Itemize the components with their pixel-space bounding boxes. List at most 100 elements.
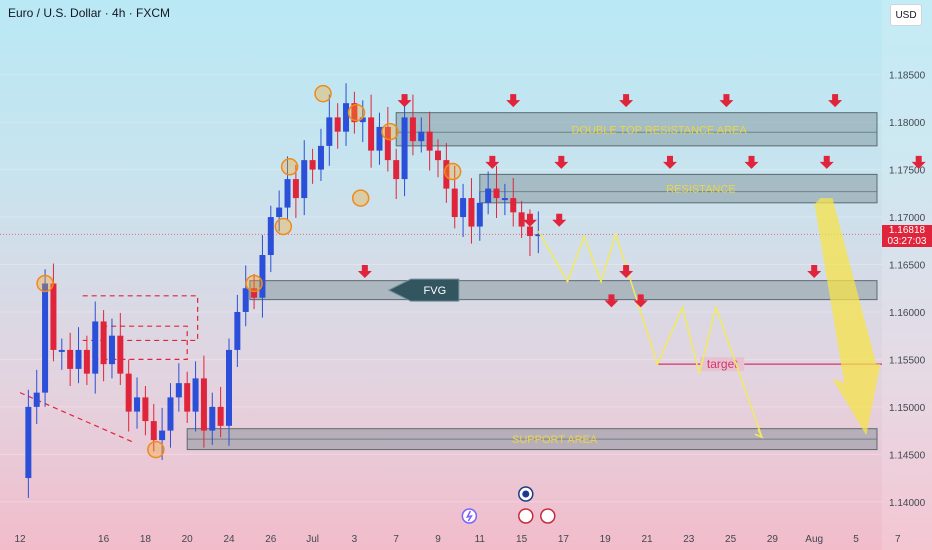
highlight-circle bbox=[147, 440, 165, 459]
projection-path bbox=[537, 230, 763, 438]
x-tick-label: 23 bbox=[683, 534, 695, 545]
x-tick-label: 29 bbox=[767, 534, 779, 545]
candle-body bbox=[460, 198, 467, 218]
y-tick-label: 1.14500 bbox=[889, 450, 926, 461]
dashed-box-upper bbox=[82, 295, 199, 342]
candle-body bbox=[125, 373, 132, 412]
candle-body bbox=[200, 378, 207, 431]
x-tick-label: 3 bbox=[352, 534, 358, 545]
candle-body bbox=[526, 226, 533, 237]
currency-button[interactable]: USD bbox=[890, 4, 922, 26]
x-tick-label: 12 bbox=[14, 534, 26, 545]
y-tick-label: 1.16500 bbox=[889, 261, 926, 272]
candle-body bbox=[485, 188, 492, 203]
down-arrow-projection bbox=[604, 294, 619, 308]
highlight-circle bbox=[351, 189, 370, 207]
candle-body bbox=[435, 150, 441, 161]
event-globe-icon-core bbox=[522, 490, 530, 498]
down-arrow-resistance bbox=[911, 155, 926, 169]
x-tick-label: 18 bbox=[140, 534, 152, 545]
highlight-circle bbox=[274, 217, 293, 236]
dashed-box-lower bbox=[93, 325, 188, 361]
candle-body bbox=[108, 335, 115, 365]
zone-double_top_resistance bbox=[395, 112, 878, 147]
down-arrow-resistance bbox=[485, 155, 500, 169]
x-tick-label: 15 bbox=[516, 534, 528, 545]
x-tick-label: 7 bbox=[393, 534, 399, 545]
candle-body bbox=[284, 179, 291, 208]
x-tick-label: 20 bbox=[182, 534, 194, 545]
zone-resistance bbox=[479, 173, 878, 204]
candle-body bbox=[334, 117, 341, 132]
candle-body bbox=[150, 421, 157, 441]
down-arrow-fvg bbox=[807, 265, 822, 278]
y-tick-label: 1.15500 bbox=[889, 355, 926, 366]
down-arrow-fvg bbox=[619, 265, 634, 278]
candle-body bbox=[92, 321, 99, 374]
candle-body bbox=[33, 392, 40, 407]
x-tick-label: 5 bbox=[853, 534, 859, 545]
down-arrow-double-top bbox=[828, 94, 843, 108]
y-tick-label: 1.16000 bbox=[889, 308, 926, 319]
candle-body bbox=[518, 212, 525, 227]
down-arrow-fvg bbox=[357, 265, 372, 278]
target-label: target bbox=[707, 357, 738, 371]
x-tick-label: 7 bbox=[895, 534, 901, 545]
x-tick-label: 19 bbox=[600, 534, 612, 545]
us-flag-icon bbox=[518, 508, 534, 524]
zone-label: SUPPORT AREA bbox=[512, 434, 598, 446]
candle-body bbox=[184, 383, 191, 412]
target-label-bg bbox=[700, 357, 745, 372]
candle-body bbox=[510, 198, 517, 213]
y-tick-label: 1.18500 bbox=[889, 71, 926, 82]
x-tick-label: 16 bbox=[98, 534, 110, 545]
down-arrow-double-top bbox=[619, 94, 634, 108]
highlight-circle bbox=[314, 84, 332, 103]
candle-body bbox=[493, 188, 500, 199]
down-arrow-double-top bbox=[719, 94, 734, 108]
y-tick-label: 1.17000 bbox=[889, 213, 926, 224]
candle-body bbox=[292, 179, 299, 199]
candle-body bbox=[42, 283, 49, 393]
candle-body bbox=[276, 207, 283, 218]
candle-body bbox=[234, 311, 241, 350]
bar-countdown: 03:27:03 bbox=[887, 236, 927, 247]
candle-body bbox=[100, 321, 107, 365]
candle-body bbox=[501, 198, 508, 201]
candle-body bbox=[267, 217, 274, 256]
highlight-circle bbox=[280, 158, 299, 176]
x-tick-label: Jul bbox=[306, 534, 319, 545]
candle-body bbox=[209, 406, 216, 431]
down-arrow-resistance bbox=[554, 155, 569, 169]
candle-body bbox=[393, 160, 400, 180]
lightning-bolt bbox=[465, 510, 473, 522]
projection-arrowhead bbox=[754, 428, 764, 439]
candle-body bbox=[175, 383, 182, 398]
last-price: 1.16818 bbox=[888, 225, 926, 236]
down-arrow-resistance bbox=[662, 155, 677, 169]
x-tick-label: 9 bbox=[435, 534, 441, 545]
candle-body bbox=[134, 397, 141, 412]
down-arrow-projection bbox=[552, 213, 567, 227]
x-tick-label: Aug bbox=[805, 534, 823, 545]
highlight-circle bbox=[381, 122, 399, 141]
candle-body bbox=[451, 188, 458, 218]
down-arrow-projection bbox=[633, 294, 648, 308]
candle-body bbox=[401, 117, 408, 180]
candle-body bbox=[217, 406, 224, 426]
y-tick-label: 1.15000 bbox=[889, 403, 926, 414]
candle-body bbox=[259, 255, 266, 298]
candle-body bbox=[468, 198, 475, 227]
candle-body bbox=[142, 397, 149, 422]
candle-body bbox=[376, 126, 383, 151]
zone-label: RESISTANCE bbox=[666, 184, 735, 196]
candle-body bbox=[476, 202, 483, 227]
candle-body bbox=[409, 117, 416, 142]
candle-body bbox=[167, 397, 174, 431]
zone-label: DOUBLE TOP RESISTANCE AREA bbox=[571, 124, 747, 136]
x-tick-label: 26 bbox=[265, 534, 277, 545]
candle-body bbox=[317, 145, 324, 170]
candle-body bbox=[50, 283, 57, 350]
